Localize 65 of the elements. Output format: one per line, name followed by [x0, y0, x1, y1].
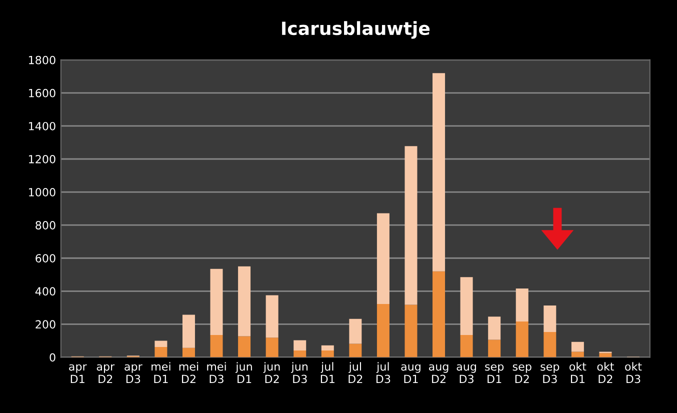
- bar: [376, 213, 390, 304]
- y-tick-label: 1200: [29, 154, 56, 164]
- x-tick-label: aug D3: [456, 364, 476, 384]
- bar: [571, 352, 584, 358]
- bar: [266, 295, 278, 338]
- bar: [210, 268, 223, 335]
- bar: [460, 334, 473, 358]
- y-tick-label: 200: [36, 320, 56, 329]
- bar: [432, 73, 446, 272]
- bar: [544, 306, 556, 332]
- y-tick-label: 600: [36, 254, 56, 263]
- x-tick-label: mei D1: [152, 362, 170, 383]
- bar: [238, 266, 251, 336]
- bar: [460, 277, 473, 335]
- x-tick-label: apr D1: [69, 364, 87, 383]
- bar: [404, 304, 418, 358]
- x-tick-label: okt D1: [570, 362, 586, 383]
- bar: [294, 350, 306, 358]
- x-tick-label: apr D2: [96, 364, 115, 383]
- bar: [571, 342, 584, 352]
- bar: [182, 314, 195, 348]
- x-tick-label: sep D3: [540, 364, 560, 384]
- x-tick-label: apr D3: [124, 364, 142, 384]
- bar: [154, 340, 168, 348]
- x-tick-label: jun D2: [263, 362, 280, 383]
- y-tick-label: 1400: [29, 122, 56, 130]
- y-tick-label: 1600: [29, 88, 56, 98]
- x-tick-label: mei D2: [179, 362, 198, 383]
- x-tick-label: aug D2: [428, 364, 448, 383]
- y-tick-label: 0: [50, 353, 56, 362]
- bar: [488, 316, 501, 340]
- bar: [432, 271, 446, 358]
- x-tick-label: jul D3: [376, 362, 390, 384]
- bar: [238, 336, 251, 358]
- bar: [154, 347, 168, 358]
- y-tick-label: 800: [36, 221, 56, 230]
- bar: [182, 348, 195, 358]
- chart-title: Icarusblauwtje: [282, 21, 430, 39]
- bar: [516, 322, 528, 358]
- x-tick-label: jul D2: [348, 362, 362, 383]
- bar: [321, 350, 334, 358]
- x-tick-label: okt D3: [625, 362, 642, 384]
- y-tick-label: 1800: [29, 56, 56, 64]
- x-tick-label: mei D3: [207, 362, 226, 384]
- bar: [488, 340, 501, 358]
- bar: [266, 338, 278, 358]
- x-tick-label: sep D2: [512, 364, 532, 383]
- bar: [294, 340, 306, 350]
- x-tick-label: jun D1: [236, 362, 252, 383]
- y-tick-label: 1000: [29, 188, 56, 196]
- bar: [376, 304, 390, 358]
- bar: [516, 288, 528, 322]
- bar: [210, 334, 223, 358]
- x-tick-label: jun D3: [291, 362, 308, 384]
- y-tick-label: 400: [35, 287, 56, 296]
- bar: [349, 318, 362, 344]
- bar: [544, 332, 556, 358]
- bar: [321, 345, 334, 350]
- bar: [349, 344, 362, 358]
- x-tick-label: sep D1: [485, 364, 504, 383]
- x-tick-label: okt D2: [597, 362, 614, 383]
- x-tick-label: aug D1: [401, 364, 420, 383]
- x-tick-label: jul D1: [320, 362, 334, 383]
- bar: [404, 146, 418, 305]
- bar: [599, 353, 612, 358]
